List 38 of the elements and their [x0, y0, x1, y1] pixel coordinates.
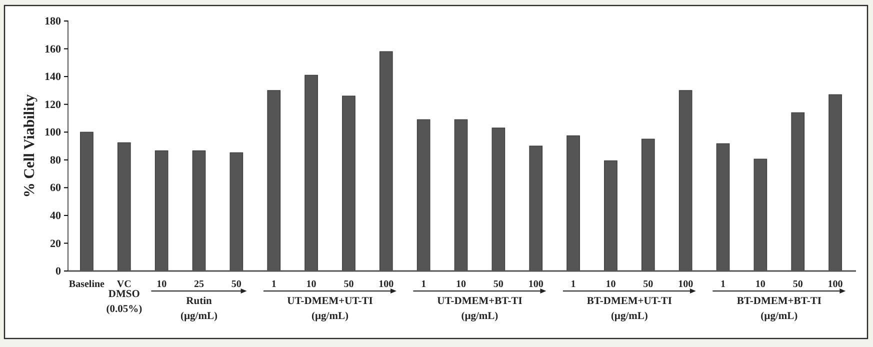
text: Rutin (µg/mL) — [180, 296, 218, 322]
x-tick-label: 100 — [828, 279, 843, 290]
x-tick-label: 10 — [606, 279, 616, 290]
x-tick-label: 10 — [755, 279, 766, 290]
x-tick-label: 1 — [421, 279, 426, 290]
text: UT-DMEM+BT-TI (µg/mL) — [437, 296, 522, 322]
x-tick-label: 1 — [720, 279, 726, 290]
x-tick-label: 50 — [643, 279, 654, 290]
y-tick-label: 140 — [44, 71, 62, 84]
y-tick-label: 120 — [44, 98, 62, 111]
y-axis-title: % Cell Viability — [22, 94, 38, 198]
x-tick-label: 25 — [194, 279, 204, 290]
y-tick-label: 180 — [44, 16, 62, 28]
text: DMSO (0.05%) — [106, 289, 143, 315]
x-tick-label: Baseline — [68, 279, 106, 290]
text: BT-DMEM+BT-TI (µg/mL) — [736, 296, 822, 322]
x-tick-label: 50 — [231, 279, 242, 290]
x-tick-label: 50 — [493, 279, 504, 290]
x-tick-label: 100 — [378, 279, 394, 290]
y-tick-label: 100 — [44, 126, 62, 139]
y-tick-label: 160 — [44, 43, 62, 56]
x-tick-label: 100 — [678, 279, 694, 290]
y-tick-label: 20 — [50, 238, 62, 250]
x-tick-label: 100 — [528, 279, 544, 290]
x-tick-label: 1 — [271, 279, 276, 290]
x-tick-label: 50 — [792, 279, 803, 290]
x-tick-label: VC — [116, 279, 132, 290]
x-tick-label: 50 — [344, 279, 354, 290]
text: UT-DMEM+UT-TI (µg/mL) — [287, 296, 373, 322]
x-tick-label: 10 — [156, 279, 167, 290]
text: BT-DMEM+UT-TI (µg/mL) — [586, 296, 672, 322]
y-tick-label: 60 — [50, 182, 62, 194]
x-tick-label: 10 — [456, 279, 466, 290]
x-tick-label: 1 — [570, 279, 576, 290]
x-tick-label: 10 — [306, 279, 316, 290]
y-tick-label: 0 — [56, 266, 62, 278]
y-tick-label: 80 — [50, 154, 62, 166]
y-tick-label: 40 — [50, 210, 62, 222]
